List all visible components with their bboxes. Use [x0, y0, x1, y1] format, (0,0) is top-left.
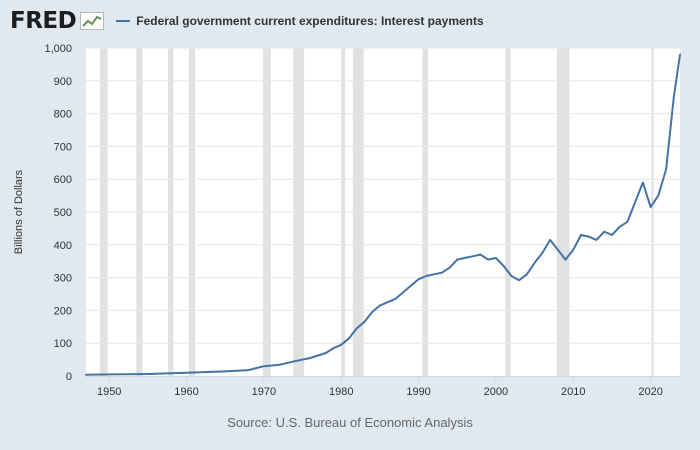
x-tick-label: 1950: [97, 386, 121, 398]
fred-logo[interactable]: FRED: [10, 8, 105, 34]
chart-trend-icon: [80, 12, 105, 30]
y-tick-label: 500: [54, 207, 72, 219]
x-tick-label: 2020: [638, 386, 662, 398]
series-group: [85, 53, 681, 376]
x-tick-label: 1970: [252, 386, 276, 398]
y-tick-label: 800: [54, 109, 72, 121]
x-tick-label: 1960: [174, 386, 198, 398]
y-axis-title: Billions of Dollars: [13, 169, 25, 254]
y-tick-label: 1,000: [44, 43, 72, 55]
y-tick-label: 100: [54, 338, 72, 350]
logo-text: FRED: [10, 8, 77, 34]
legend-swatch: [116, 20, 131, 22]
x-tick-label: 1990: [406, 386, 430, 398]
y-tick-label: 300: [54, 273, 72, 285]
y-tick-label: 400: [54, 240, 72, 252]
chart-header: FRED Federal government current expendit…: [10, 6, 690, 36]
source-note: Source: U.S. Bureau of Economic Analysis: [227, 415, 473, 430]
y-tick-label: 900: [54, 76, 72, 88]
y-axis: 0 100 200 300 400 500 600 700 800 900 1,000: [44, 43, 72, 383]
x-tick-label: 2010: [561, 386, 585, 398]
gridlines: [86, 47, 680, 344]
y-tick-label: 0: [66, 371, 72, 383]
legend: Federal government current expenditures:…: [116, 14, 484, 28]
y-tick-label: 700: [54, 141, 72, 153]
series-line[interactable]: [85, 53, 681, 376]
legend-label: Federal government current expenditures:…: [136, 14, 484, 28]
y-tick-label: 200: [54, 305, 72, 317]
y-tick-label: 600: [54, 174, 72, 186]
x-tick-label: 2000: [484, 386, 508, 398]
x-tick-label: 1980: [329, 386, 353, 398]
x-axis: 1950 1960 1970 1980 1990 2000 2010 2020: [86, 376, 680, 398]
